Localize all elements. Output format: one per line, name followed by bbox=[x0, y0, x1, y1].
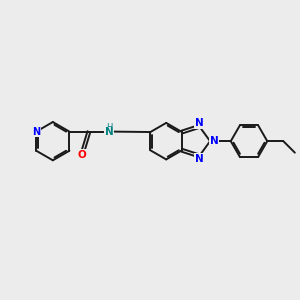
Text: N: N bbox=[105, 127, 113, 137]
Text: N: N bbox=[195, 154, 204, 164]
Text: N: N bbox=[32, 127, 40, 136]
Text: H: H bbox=[106, 123, 113, 132]
Text: N: N bbox=[210, 136, 219, 146]
Text: O: O bbox=[78, 150, 86, 160]
Text: N: N bbox=[195, 118, 204, 128]
